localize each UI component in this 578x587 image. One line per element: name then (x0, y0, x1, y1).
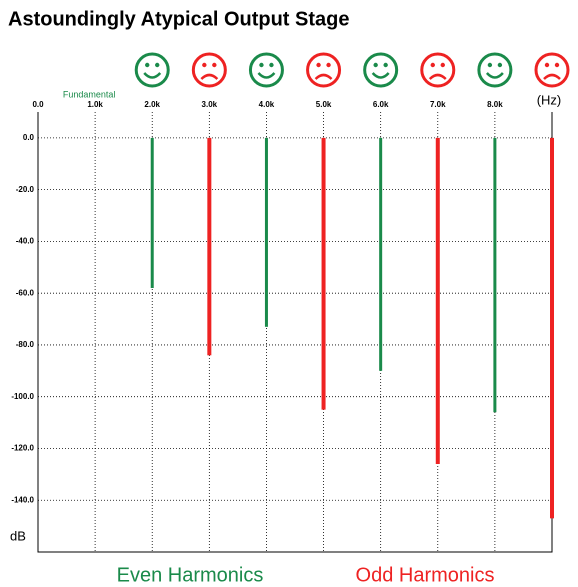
y-axis-label: dB (10, 528, 26, 543)
face-eye (430, 62, 435, 68)
face-outline (248, 52, 284, 88)
face-eye (155, 62, 160, 68)
x-tick-label: 5.0k (316, 100, 332, 109)
face-mouth (371, 72, 390, 79)
face-outline (191, 52, 227, 88)
bar (264, 137, 268, 327)
face-mouth (143, 72, 162, 79)
face-eye (269, 62, 274, 68)
x-tick-label: 8.0k (487, 100, 503, 109)
face-outline (420, 52, 456, 88)
face-icon (363, 52, 399, 88)
face-eye (145, 62, 150, 68)
x-tick-label: 7.0k (430, 100, 446, 109)
face-icon (134, 52, 170, 88)
legend-label: Odd Harmonics (356, 564, 495, 586)
y-tick-label: -120.0 (11, 444, 34, 453)
bar (435, 137, 440, 464)
face-mouth (257, 72, 276, 79)
face-outline (534, 52, 570, 88)
face-icon (420, 52, 456, 88)
face-icon (306, 52, 342, 88)
face-eye (259, 62, 264, 68)
legend-label: Even Harmonics (117, 564, 264, 586)
y-tick-label: -100.0 (11, 392, 34, 401)
face-icon (191, 52, 227, 88)
y-tick-label: 0.0 (23, 133, 35, 142)
x-tick-label: 6.0k (373, 100, 389, 109)
chart-title: Astoundingly Atypical Output Stage (8, 8, 349, 30)
face-outline (477, 52, 513, 88)
face-icon (248, 52, 284, 88)
face-eye (326, 62, 331, 68)
face-eye (202, 62, 207, 68)
bar (150, 137, 154, 288)
face-eye (487, 62, 493, 68)
bar (550, 137, 554, 519)
x-tick-label: 0.0 (32, 100, 44, 109)
face-icon (477, 52, 513, 88)
face-outline (306, 52, 342, 88)
plot-frame (37, 112, 553, 553)
x-tick-label: 2.0k (144, 100, 160, 109)
annotation: Fundamental (63, 89, 116, 99)
face-eye (373, 62, 378, 68)
face-eye (383, 62, 388, 68)
x-tick-label: 3.0k (202, 100, 218, 109)
face-mouth (428, 73, 447, 80)
y-tick-label: -140.0 (11, 495, 34, 504)
y-tick-label: -40.0 (16, 237, 35, 246)
x-tick-label: 4.0k (259, 100, 275, 109)
face-outline (134, 52, 170, 88)
face-mouth (200, 73, 219, 80)
face-mouth (543, 73, 561, 80)
x-axis-label: (Hz) (537, 92, 562, 107)
face-icon (534, 52, 570, 88)
face-mouth (485, 72, 504, 79)
face-mouth (314, 73, 333, 80)
face-outline (363, 52, 399, 88)
face-eye (440, 62, 445, 68)
face-eye (554, 62, 560, 68)
x-tick-label: 1.0k (87, 100, 103, 109)
face-eye (212, 62, 217, 68)
bar (321, 137, 326, 410)
face-eye (316, 62, 321, 68)
y-tick-label: -80.0 (16, 340, 35, 349)
bar (493, 137, 497, 413)
y-tick-label: -60.0 (16, 288, 35, 297)
bar (379, 137, 383, 371)
bar (207, 137, 212, 356)
y-tick-label: -20.0 (16, 185, 35, 194)
face-eye (544, 62, 550, 68)
face-eye (497, 62, 503, 68)
